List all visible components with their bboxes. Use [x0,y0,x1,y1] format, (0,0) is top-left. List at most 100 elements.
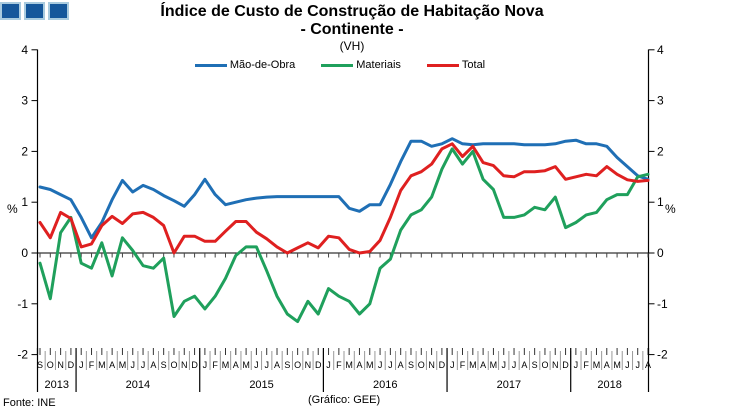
legend-item-mao-de-obra: Mão-de-Obra [194,59,295,71]
month-label: J [574,360,579,370]
year-label: 2015 [249,379,273,391]
month-label: M [613,360,621,370]
month-label: M [222,360,230,370]
month-label: D [439,360,446,370]
year-label: 2017 [497,379,521,391]
month-label: A [356,360,362,370]
y-tick-label-left: -1 [17,297,28,311]
y-axis-unit-right: % [665,202,676,216]
month-label: A [150,360,156,370]
month-label: J [254,360,259,370]
month-label: A [109,360,115,370]
month-label: F [212,360,218,370]
month-label: J [635,360,640,370]
month-label: S [408,360,414,370]
month-label: J [388,360,393,370]
month-label: N [57,360,64,370]
month-label: M [98,360,106,370]
month-label: J [130,360,135,370]
month-label: D [191,360,198,370]
source-note: Fonte: INE [3,397,56,409]
month-label: N [428,360,435,370]
month-label: J [264,360,269,370]
year-label: 2016 [373,379,397,391]
month-label: A [274,360,280,370]
year-label: 2014 [126,379,150,391]
logo-square [48,2,69,20]
month-label: M [242,360,250,370]
month-label: A [398,360,404,370]
month-label: A [480,360,486,370]
month-label: F [583,360,589,370]
month-label: M [593,360,601,370]
month-label: J [512,360,517,370]
month-label: J [79,360,84,370]
legend-item-materiais: Materiais [321,59,401,71]
month-label: J [326,360,331,370]
month-label: O [294,360,301,370]
title-block: Índice de Custo de Construção de Habitaç… [0,3,704,53]
month-label: O [418,360,425,370]
month-label: A [233,360,239,370]
chart-title: Índice de Custo de Construção de Habitaç… [160,3,544,20]
series-line-m-o-de-obra [38,137,650,240]
month-label: S [161,360,167,370]
month-label: J [141,360,146,370]
y-tick-label-left: 0 [21,246,28,260]
month-label: M [490,360,498,370]
y-axis-unit-left: % [7,202,18,216]
month-label: A [604,360,610,370]
y-tick-label-right: 2 [657,144,664,158]
three-blue-squares-logo [0,2,69,20]
year-label: 2018 [597,379,621,391]
y-tick-label-right: 1 [657,195,664,209]
month-label: N [552,360,559,370]
chart-subtitle: - Continente - [300,21,404,38]
logo-square [0,2,21,20]
series-line-materiais [38,147,650,324]
legend-item-total: Total [426,59,486,71]
month-label: F [460,360,466,370]
month-label: S [284,360,290,370]
month-label: N [181,360,188,370]
month-label: A [521,360,527,370]
month-label: D [315,360,322,370]
legend-line-swatch [194,63,227,67]
legend-line-swatch [426,63,459,67]
y-tick-label-left: 3 [21,94,28,108]
month-label: N [305,360,312,370]
month-label: O [170,360,177,370]
month-label: O [541,360,548,370]
year-label: 2013 [45,379,69,391]
month-label: M [345,360,353,370]
month-label: F [336,360,342,370]
legend-label: Materiais [356,59,401,71]
y-tick-label-right: 4 [657,43,664,57]
month-label: O [47,360,54,370]
series-line-total [38,142,650,255]
month-label: D [562,360,569,370]
unit-label: (VH) [339,39,365,53]
month-label: M [119,360,127,370]
month-label: J [501,360,506,370]
credit-note: (Gráfico: GEE) [308,394,381,406]
legend-line-swatch [321,63,354,67]
month-label: S [532,360,538,370]
month-label: M [469,360,477,370]
y-tick-label-right: -1 [657,297,668,311]
y-tick-label-left: 1 [21,195,28,209]
month-label: J [378,360,383,370]
month-label: J [450,360,455,370]
legend: Mão-de-Obra Materiais Total [0,59,680,71]
month-label: J [625,360,630,370]
y-tick-label-left: 2 [21,144,28,158]
month-label: M [366,360,374,370]
y-tick-label-right: 3 [657,94,664,108]
month-label: D [68,360,75,370]
legend-label: Total [461,59,486,71]
y-tick-label-left: -2 [17,348,28,362]
y-tick-label-left: 4 [21,43,28,57]
logo-square [24,2,45,20]
